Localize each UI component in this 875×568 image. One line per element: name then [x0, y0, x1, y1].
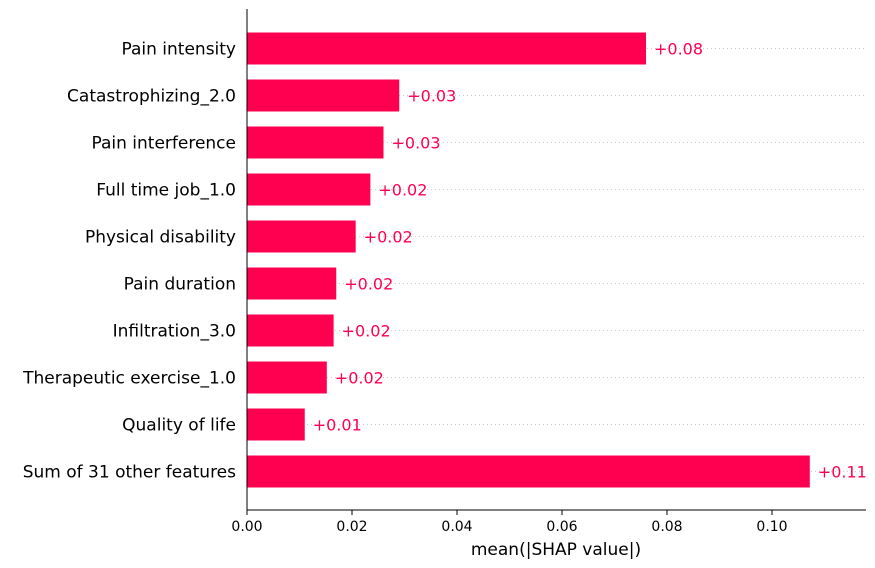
bar-value-label: +0.11: [818, 463, 867, 482]
x-axis-ticks: 0.00 0.02 0.04 0.06 0.08 0.10: [231, 510, 788, 535]
bar: [247, 267, 337, 300]
feature-label: Therapeutic exercise_1.0: [22, 369, 236, 389]
feature-label: Sum of 31 other features: [23, 463, 236, 483]
bar-value-label: +0.02: [335, 369, 384, 388]
x-tick-label: 0.06: [546, 519, 577, 535]
row-gridlines: [247, 48, 866, 472]
feature-label: Catastrophizing_2.0: [67, 87, 236, 107]
x-axis-title: mean(|SHAP value|): [471, 540, 641, 560]
bar-value-label: +0.03: [407, 87, 456, 106]
feature-label: Pain duration: [124, 275, 236, 295]
value-labels: +0.08 +0.03 +0.03 +0.02 +0.02 +0.02 +0.02 +0.02…: [313, 40, 867, 482]
bar-value-label: +0.02: [344, 275, 393, 294]
bar: [247, 79, 400, 112]
bar-value-label: +0.02: [364, 228, 413, 247]
bar-value-label: +0.03: [392, 134, 441, 153]
feature-label: Physical disability: [85, 228, 236, 248]
bar: [247, 126, 384, 159]
bar: [247, 408, 305, 441]
bar: [247, 32, 646, 65]
feature-label: Pain interference: [91, 134, 236, 154]
feature-label: Infiltration_3.0: [113, 322, 236, 342]
x-tick-label: 0.00: [231, 519, 262, 535]
bar: [247, 220, 356, 253]
feature-labels: Pain intensity Catastrophizing_2.0 Pain in…: [22, 40, 236, 483]
feature-label: Quality of life: [122, 416, 236, 436]
x-tick-label: 0.10: [756, 519, 787, 535]
bar-value-label: +0.02: [342, 322, 391, 341]
bar-value-label: +0.08: [654, 40, 703, 59]
feature-label: Pain intensity: [121, 40, 236, 60]
x-tick-label: 0.08: [651, 519, 682, 535]
bar-value-label: +0.01: [313, 416, 362, 435]
bar-value-label: +0.02: [378, 181, 427, 200]
bar: [247, 455, 810, 488]
bar-series: [247, 32, 810, 488]
bar: [247, 361, 327, 394]
feature-label: Full time job_1.0: [96, 181, 236, 201]
x-tick-label: 0.02: [336, 519, 367, 535]
bar: [247, 314, 334, 347]
x-tick-label: 0.04: [441, 519, 472, 535]
bar: [247, 173, 371, 206]
